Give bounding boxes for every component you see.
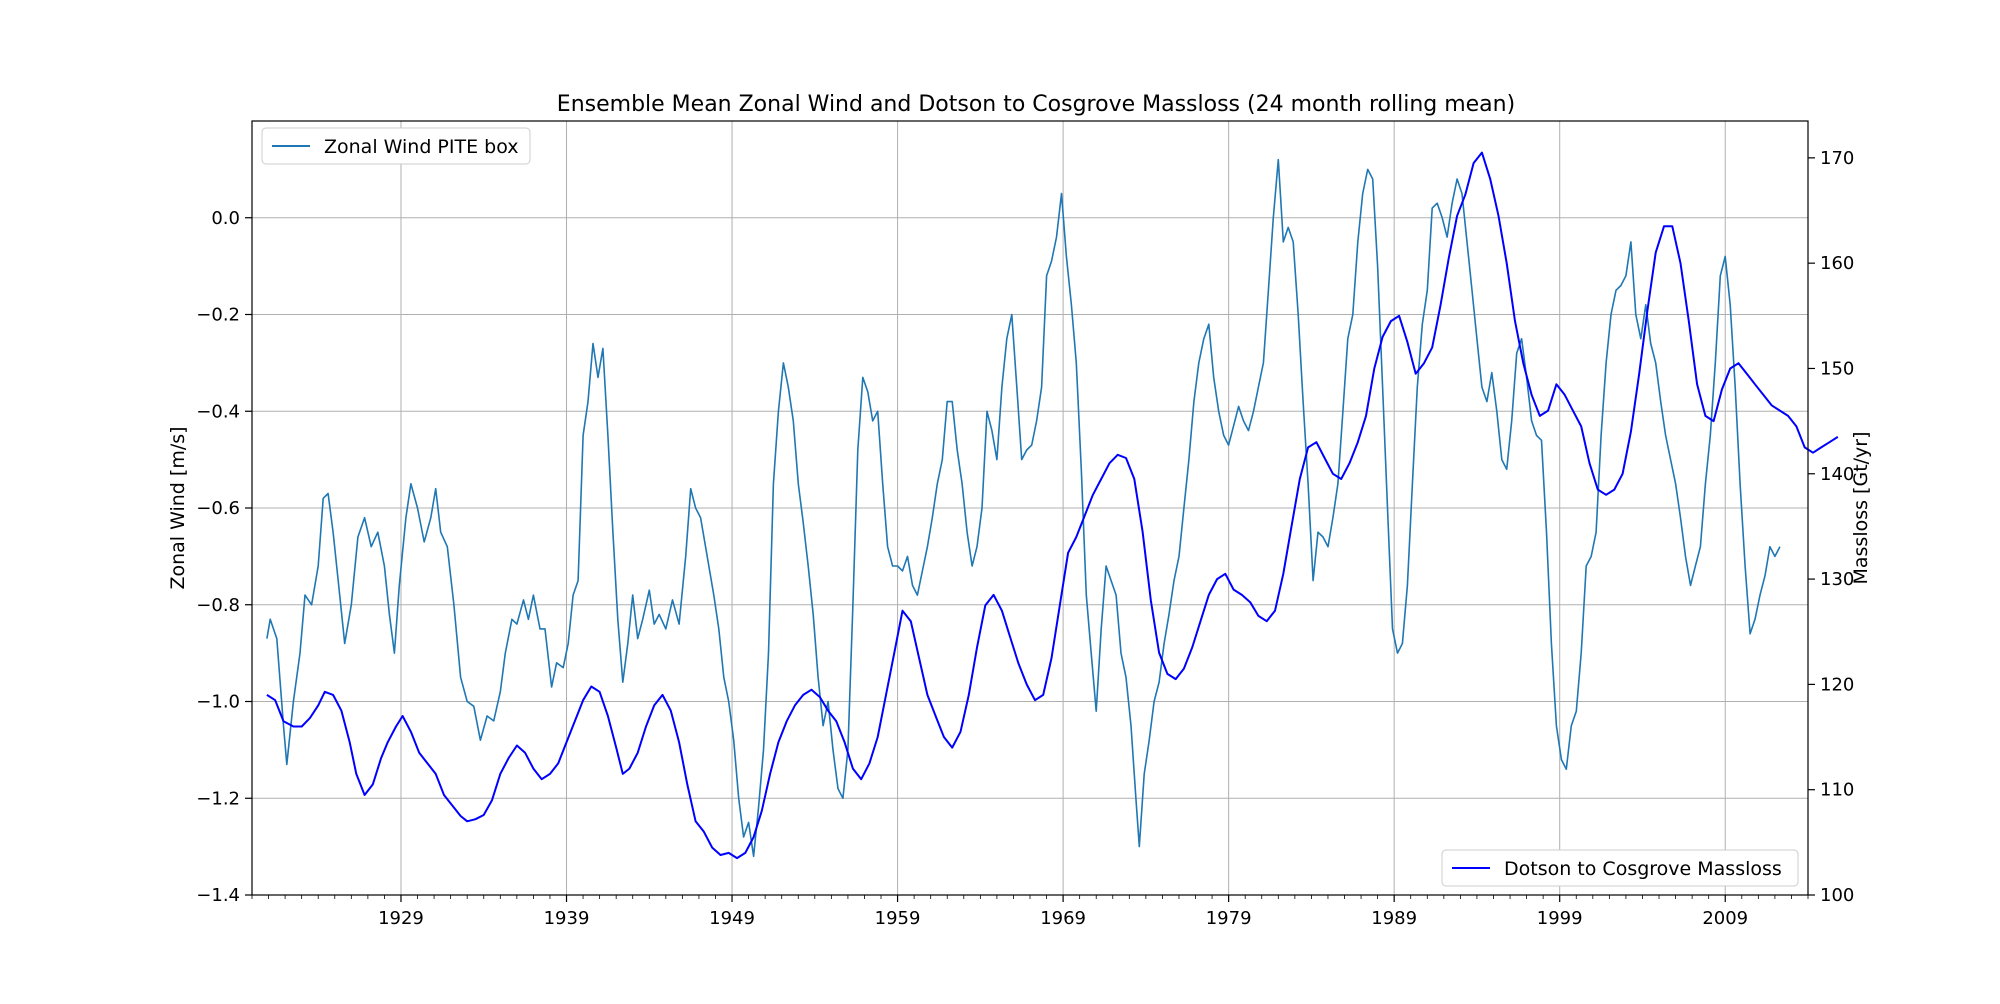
x-tick-label: 1949	[709, 908, 755, 929]
left-axis-label: Zonal Wind [m/s]	[167, 426, 189, 589]
x-tick-label: 2009	[1702, 908, 1748, 929]
left-tick-label: −1.0	[196, 692, 240, 713]
left-tick-label: −0.4	[196, 401, 240, 422]
left-tick-label: −0.6	[196, 498, 240, 519]
x-tick-label: 1929	[378, 908, 424, 929]
x-tick-label: 1969	[1040, 908, 1086, 929]
x-axis: 1929 1939 1949 1959 1969 1979 1989 1999 2009	[251, 895, 1809, 929]
series-layer	[266, 151, 1839, 860]
legend-zonal-wind-label: Zonal Wind PITE box	[324, 136, 519, 158]
right-tick-label: 100	[1820, 885, 1854, 906]
x-tick-label: 1979	[1206, 908, 1252, 929]
massloss-line	[266, 151, 1839, 860]
left-tick-label: −1.2	[196, 788, 240, 809]
right-tick-label: 110	[1820, 780, 1854, 801]
left-tick-label: 0.0	[211, 208, 240, 229]
x-tick-label: 1959	[875, 908, 921, 929]
right-tick-label: 160	[1820, 253, 1854, 274]
right-tick-label: 140	[1820, 464, 1854, 485]
chart-title: Ensemble Mean Zonal Wind and Dotson to C…	[557, 92, 1515, 117]
left-tick-label: −0.2	[196, 305, 240, 326]
grid-lines	[252, 121, 1808, 896]
right-tick-label: 120	[1820, 674, 1854, 695]
legend-zonal-wind: Zonal Wind PITE box	[261, 127, 531, 165]
right-tick-label: 150	[1820, 358, 1854, 379]
x-tick-label: 1999	[1537, 908, 1583, 929]
x-tick-label: 1939	[544, 908, 590, 929]
right-tick-label: 170	[1820, 148, 1854, 169]
left-y-axis: 0.0 −0.2 −0.4 −0.6 −0.8 −1.0 −1.2 −1.4	[196, 208, 252, 906]
legend-massloss: Dotson to Cosgrove Massloss	[1441, 849, 1799, 887]
left-tick-label: −1.4	[196, 885, 240, 906]
right-y-axis: 100 110 120 130 140 150 160 170	[1808, 148, 1854, 906]
legend-massloss-label: Dotson to Cosgrove Massloss	[1504, 858, 1782, 880]
right-tick-label: 130	[1820, 569, 1854, 590]
x-tick-label: 1989	[1371, 908, 1417, 929]
left-tick-label: −0.8	[196, 595, 240, 616]
zonal-wind-line	[266, 158, 1781, 858]
right-axis-label: Massloss [Gt/yr]	[1850, 431, 1872, 584]
